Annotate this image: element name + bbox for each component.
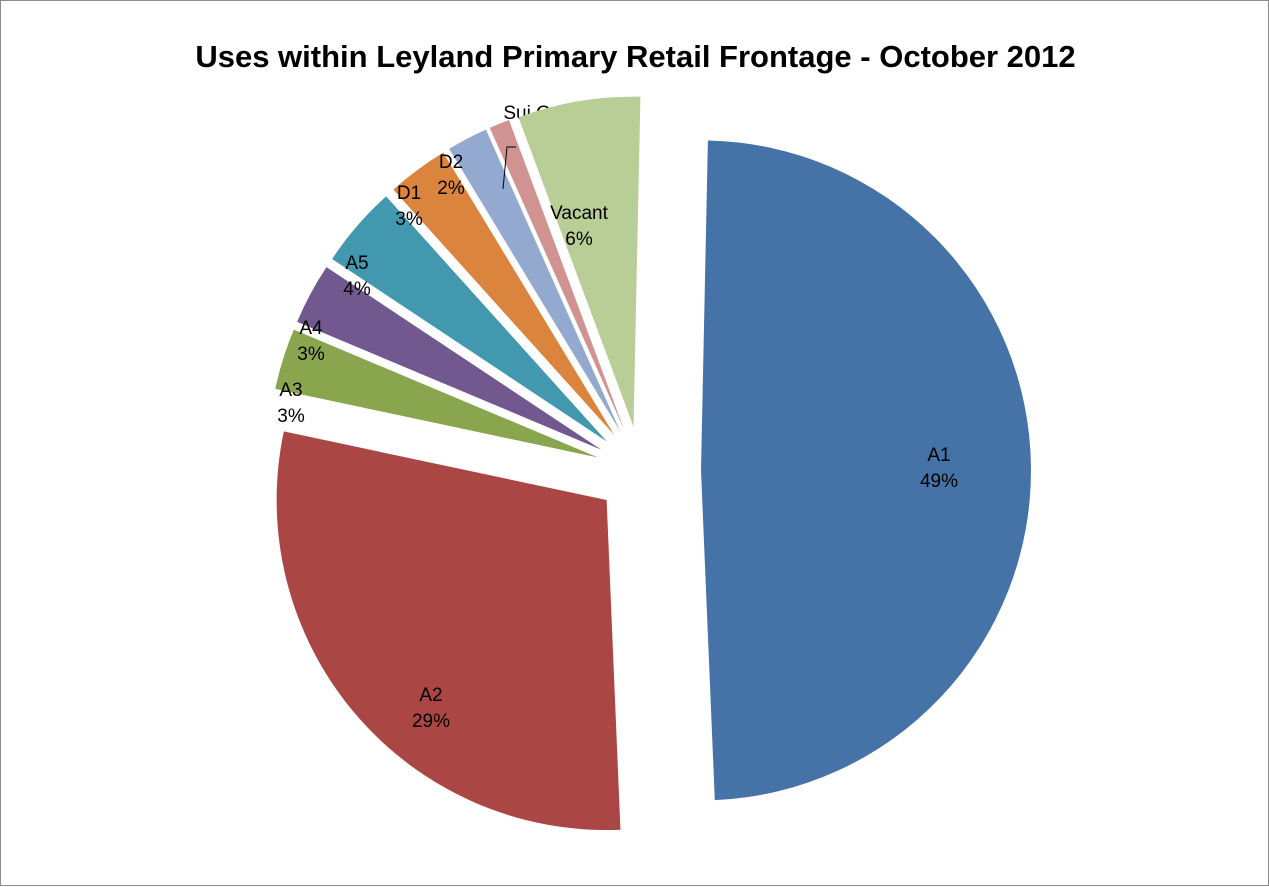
data-label-d1: D1 3% bbox=[395, 183, 423, 230]
pie-slice-a4 bbox=[297, 267, 602, 450]
pie-slice-a1 bbox=[700, 140, 1031, 801]
data-label-a2: A2 29% bbox=[412, 685, 450, 732]
data-label-a1: A1 49% bbox=[920, 445, 958, 492]
leader-line-sui-generis bbox=[502, 146, 516, 190]
pie-slice-a5 bbox=[332, 196, 607, 442]
pie-slice-vacant bbox=[518, 96, 641, 427]
data-label-a3: A3 3% bbox=[277, 380, 305, 427]
pie-slice-a2 bbox=[276, 431, 621, 831]
chart-title: Uses within Leyland Primary Retail Front… bbox=[195, 39, 1076, 74]
pie-slice-d1 bbox=[393, 152, 615, 435]
pie-slice-sui-generis bbox=[489, 120, 624, 430]
data-label-vacant: Vacant 6% bbox=[550, 203, 608, 250]
data-label-a5: A5 4% bbox=[343, 253, 371, 300]
pie-slice-a3 bbox=[275, 329, 599, 458]
pie-slice-d2 bbox=[449, 129, 621, 432]
data-label-d2: D2 2% bbox=[437, 152, 465, 199]
data-label-a4: A4 3% bbox=[297, 318, 325, 365]
